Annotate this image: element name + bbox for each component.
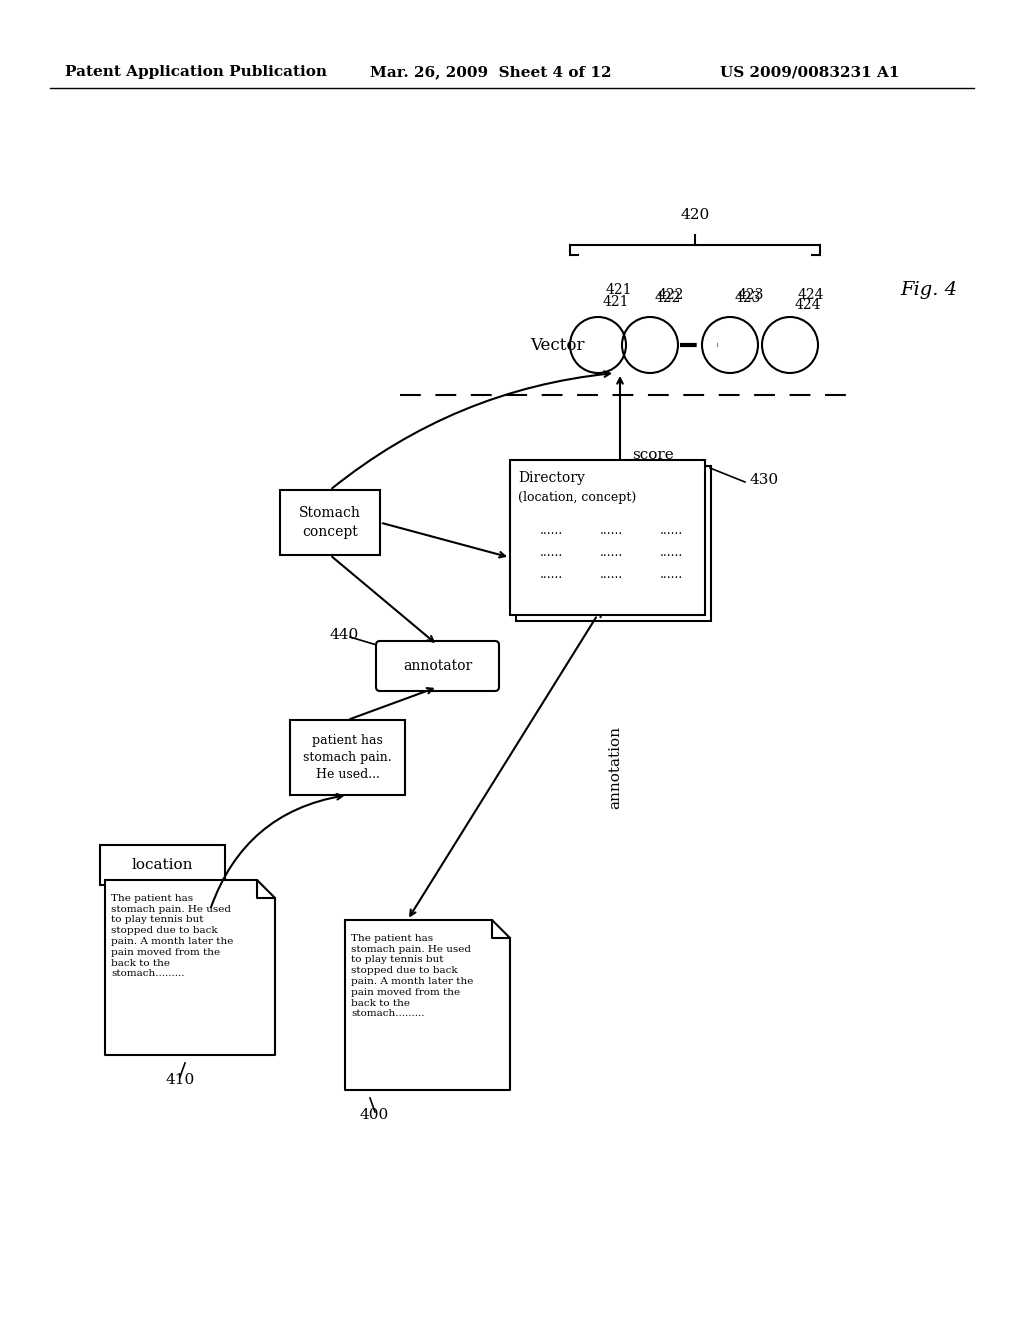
Text: annotator: annotator [402, 659, 472, 673]
FancyBboxPatch shape [516, 466, 711, 620]
FancyBboxPatch shape [280, 490, 380, 554]
Text: annotation: annotation [608, 726, 623, 809]
Text: location: location [132, 858, 194, 873]
Text: Vector: Vector [530, 337, 585, 354]
Text: Stomach
concept: Stomach concept [299, 507, 360, 539]
Text: 424: 424 [798, 288, 824, 302]
Text: 421: 421 [606, 282, 633, 297]
Text: patient has
stomach pain.
He used...: patient has stomach pain. He used... [303, 734, 392, 781]
Text: 421: 421 [603, 294, 630, 309]
Text: ......: ...... [660, 524, 683, 536]
Text: ......: ...... [540, 524, 563, 536]
Polygon shape [345, 920, 510, 1090]
Text: 440: 440 [330, 628, 359, 642]
Text: 422: 422 [658, 288, 684, 302]
Text: ......: ...... [540, 545, 563, 558]
Text: 430: 430 [750, 473, 779, 487]
Polygon shape [105, 880, 275, 1055]
Text: 423: 423 [735, 290, 762, 305]
Text: ......: ...... [600, 568, 624, 581]
FancyBboxPatch shape [510, 459, 705, 615]
Text: ......: ...... [600, 545, 624, 558]
Text: 410: 410 [165, 1073, 195, 1086]
Text: 400: 400 [360, 1107, 389, 1122]
Text: ......: ...... [660, 545, 683, 558]
Text: Mar. 26, 2009  Sheet 4 of 12: Mar. 26, 2009 Sheet 4 of 12 [370, 65, 611, 79]
Text: US 2009/0083231 A1: US 2009/0083231 A1 [720, 65, 899, 79]
Text: ......: ...... [660, 568, 683, 581]
Text: Fig. 4: Fig. 4 [900, 281, 957, 300]
Text: Directory: Directory [518, 471, 585, 484]
Text: 424: 424 [795, 298, 821, 312]
Text: ......: ...... [540, 568, 563, 581]
FancyBboxPatch shape [376, 642, 499, 690]
Text: (location, concept): (location, concept) [518, 491, 636, 504]
Text: 420: 420 [680, 209, 710, 222]
FancyBboxPatch shape [100, 845, 225, 884]
Text: ......: ...... [600, 524, 624, 536]
Text: 423: 423 [738, 288, 764, 302]
Text: The patient has
stomach pain. He used
to play tennis but
stopped due to back
pai: The patient has stomach pain. He used to… [111, 894, 233, 978]
Text: score: score [632, 447, 674, 462]
Text: The patient has
stomach pain. He used
to play tennis but
stopped due to back
pai: The patient has stomach pain. He used to… [351, 935, 473, 1018]
Text: Patent Application Publication: Patent Application Publication [65, 65, 327, 79]
Text: 422: 422 [655, 290, 681, 305]
FancyBboxPatch shape [290, 719, 406, 795]
